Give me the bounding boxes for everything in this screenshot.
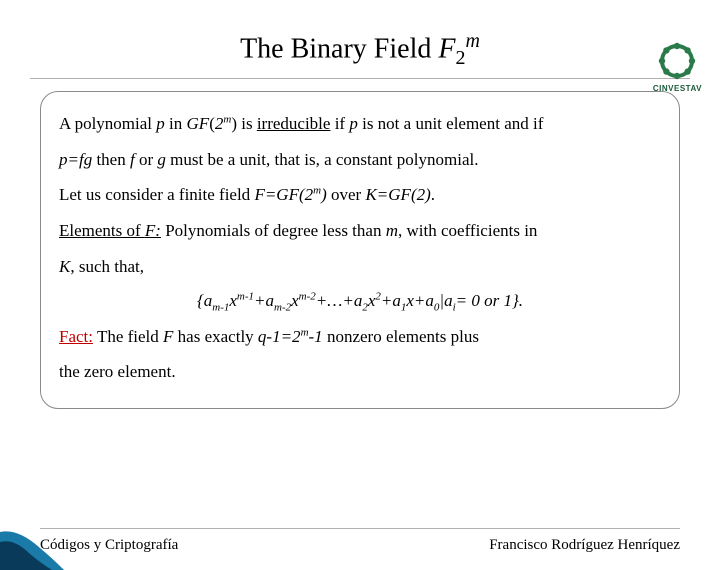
para-5: K, such that, xyxy=(59,249,661,285)
polynomial-set: {am-1xm-1+am-2xm-2+…+a2x2+a1x+a0|ai= 0 o… xyxy=(59,284,661,318)
footer: Códigos y Criptografía Francisco Rodrígu… xyxy=(0,528,720,554)
para-6: Fact: The field F has exactly q-1=2m-1 n… xyxy=(59,319,661,355)
para-1: A polynomial p in GF(2m) is irreducible … xyxy=(59,106,661,142)
title-sub: 2 xyxy=(455,47,465,69)
corner-decoration-icon xyxy=(0,518,64,570)
logo: CINVESTAV xyxy=(653,40,702,93)
title-divider xyxy=(30,78,690,79)
title-prefix: The Binary Field xyxy=(240,33,438,64)
page-title: The Binary Field F2m xyxy=(0,30,720,70)
footer-divider xyxy=(40,528,680,529)
cinvestav-logo-icon xyxy=(656,40,698,82)
title-var: F xyxy=(438,33,455,64)
content-box: A polynomial p in GF(2m) is irreducible … xyxy=(40,91,680,409)
para-3: Let us consider a finite field F=GF(2m) … xyxy=(59,177,661,213)
logo-label: CINVESTAV xyxy=(653,84,702,93)
para-4: Elements of F: Polynomials of degree les… xyxy=(59,213,661,249)
para-2: p=fg then f or g must be a unit, that is… xyxy=(59,142,661,178)
title-sup: m xyxy=(465,30,479,52)
para-7: the zero element. xyxy=(59,354,661,390)
